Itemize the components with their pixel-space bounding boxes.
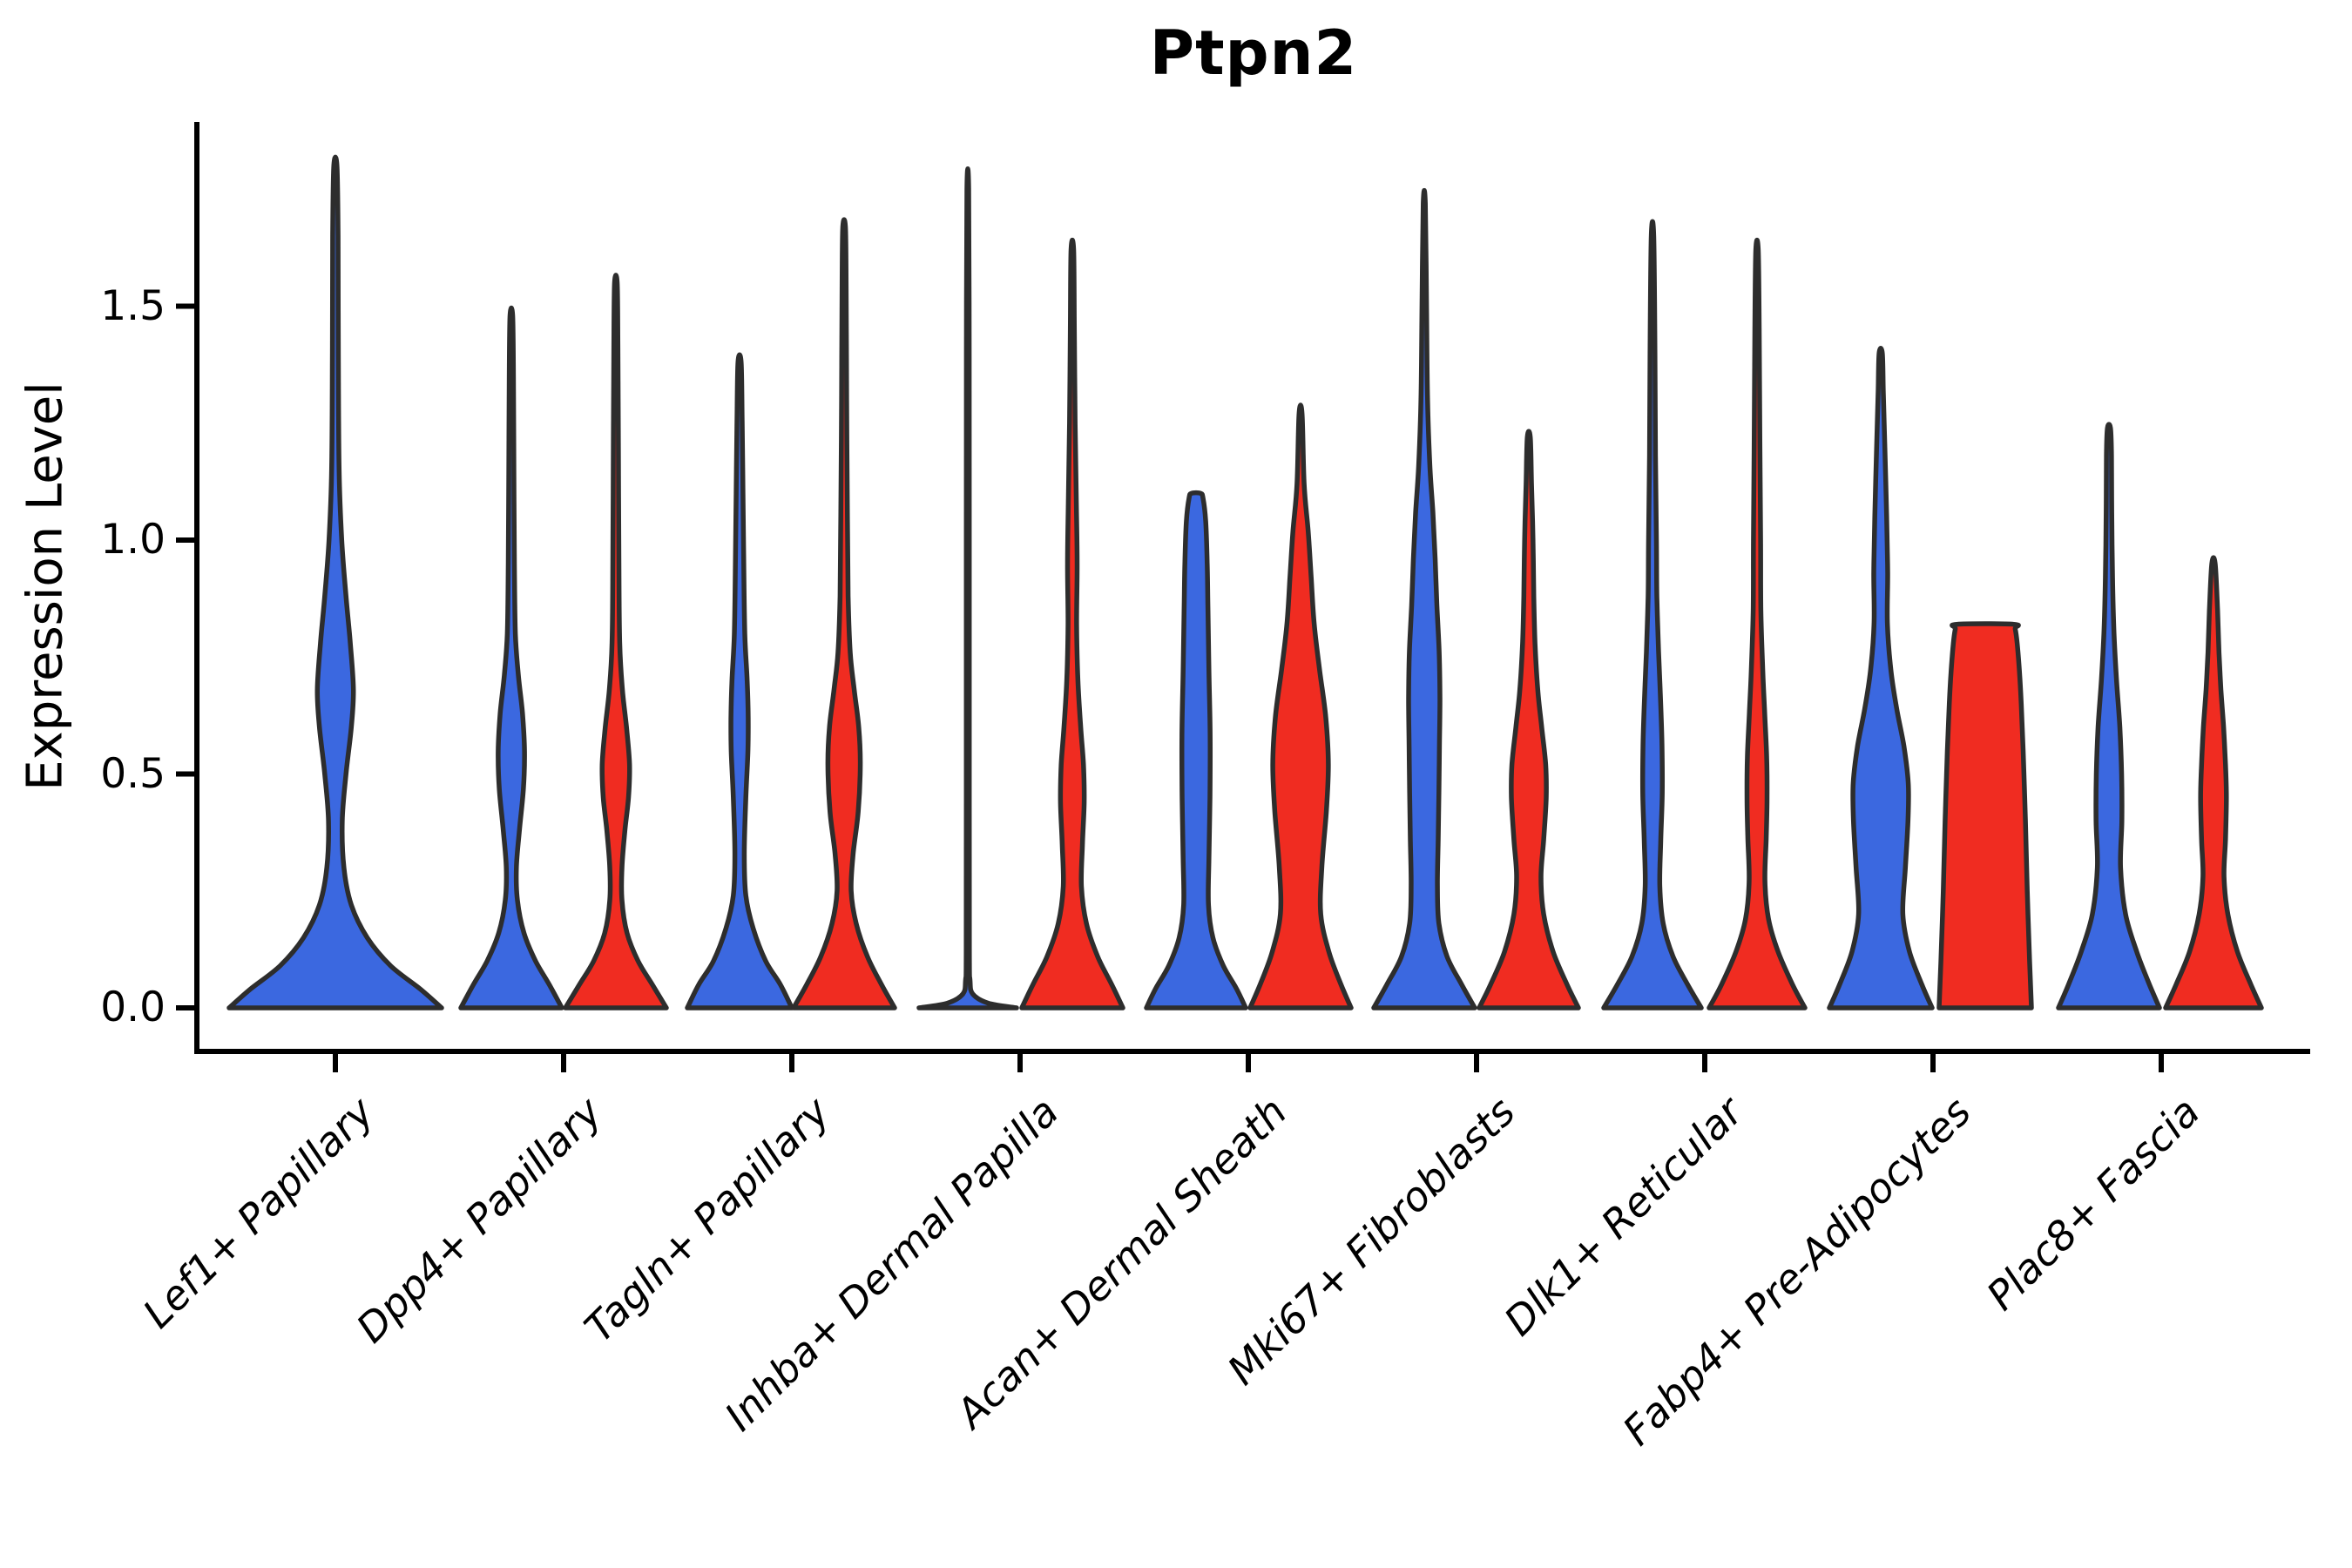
violin-fabp4-pre-adipocytes-red — [1936, 621, 2034, 1010]
violin-fabp4-pre-adipocytes-blue — [1827, 346, 1935, 1010]
plot-title: Ptpn2 — [1149, 17, 1358, 89]
y-tick-label: 0.0 — [100, 983, 166, 1031]
y-axis-label: Expression Level — [17, 382, 74, 791]
y-tick-label: 0.5 — [100, 749, 166, 798]
violin-mki67-fibroblasts-red — [1477, 429, 1581, 1010]
violin-mki67-fibroblasts-blue — [1371, 187, 1477, 1010]
violin-lef1-papillary-blue — [226, 154, 444, 1010]
violin-dlk1-reticular-blue — [1601, 219, 1704, 1010]
violin-tagln-papillary-blue — [685, 352, 794, 1010]
violin-plac8-fascia-blue — [2056, 422, 2162, 1010]
violin-acan-dermal-sheath-red — [1247, 402, 1354, 1010]
violin-inhba-dermal-papilla-blue — [916, 166, 1019, 1010]
violin-acan-dermal-sheath-blue — [1144, 490, 1248, 1010]
violin-dlk1-reticular-red — [1707, 237, 1808, 1010]
violin-plac8-fascia-red — [2163, 555, 2264, 1010]
y-tick-label: 1.0 — [100, 516, 166, 564]
y-tick-label: 1.5 — [100, 281, 166, 330]
violin-tagln-papillary-red — [791, 217, 897, 1010]
violin-dpp4-papillary-red — [563, 273, 669, 1010]
violin-dpp4-papillary-blue — [458, 305, 564, 1010]
violin-inhba-dermal-papilla-red — [1019, 237, 1125, 1010]
